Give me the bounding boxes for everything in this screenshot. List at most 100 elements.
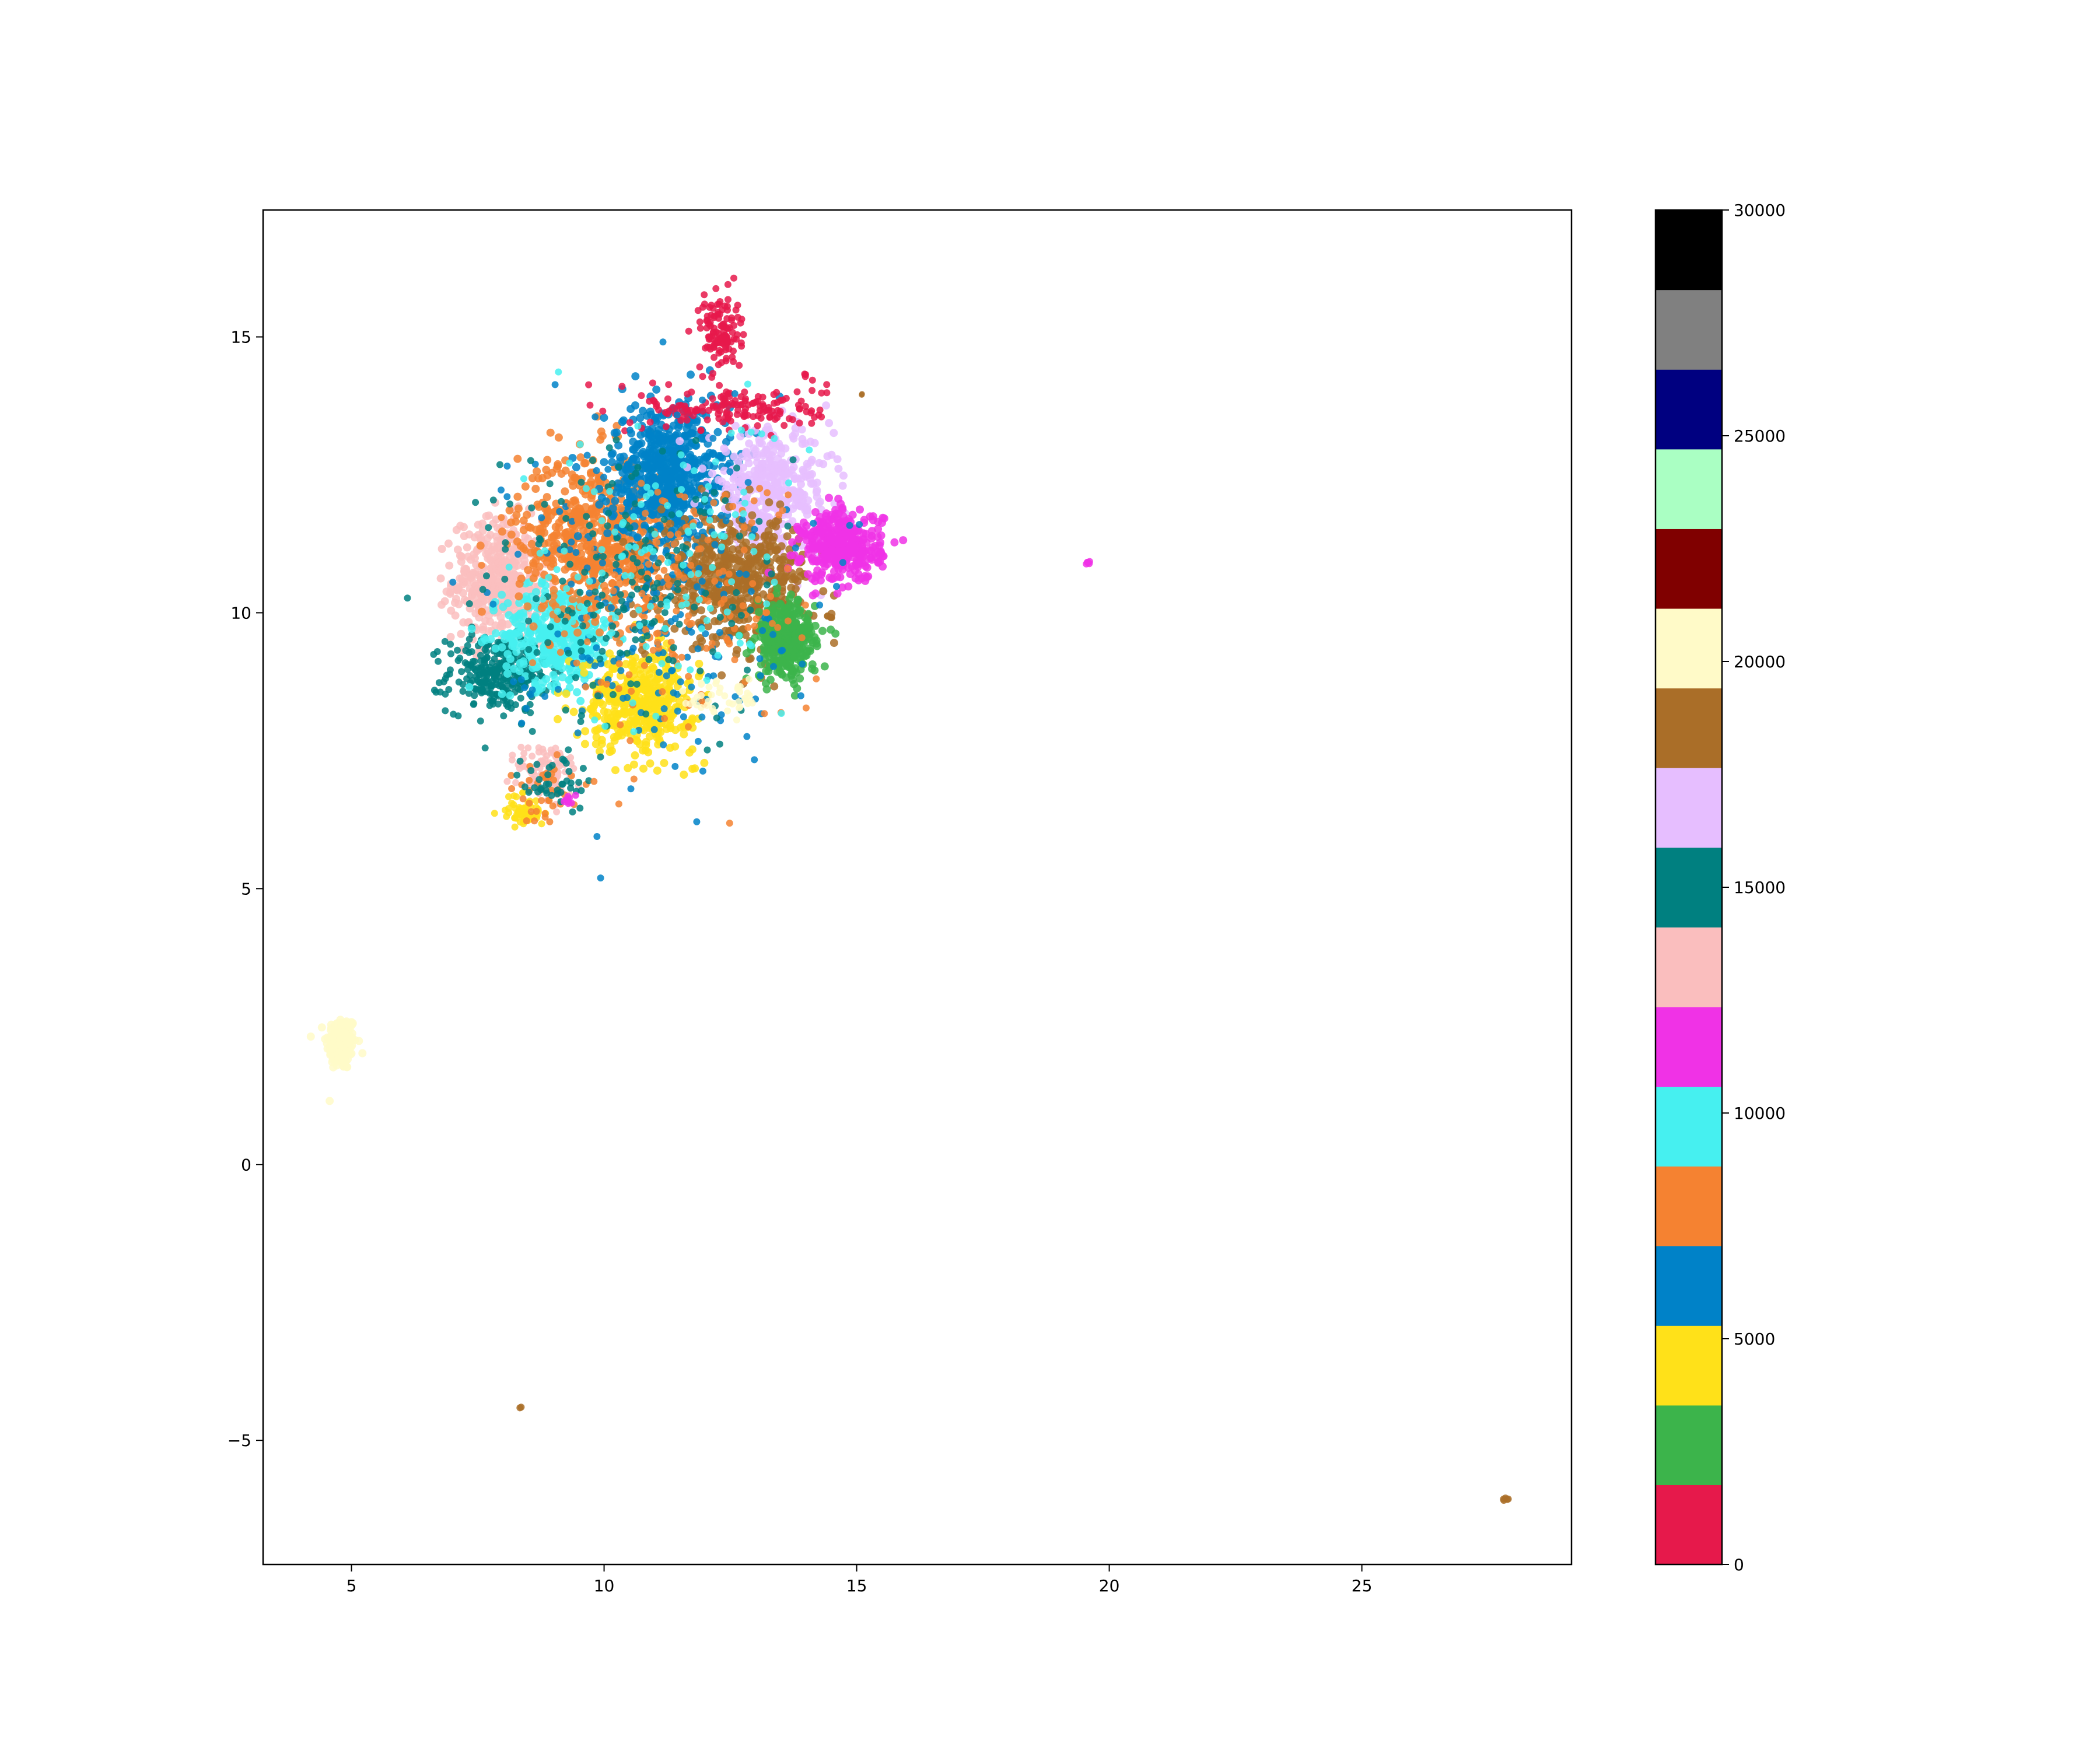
scatter-point <box>478 678 486 686</box>
scatter-point <box>597 494 606 502</box>
scatter-point <box>757 414 765 422</box>
scatter-point <box>762 446 771 454</box>
scatter-point <box>513 492 522 501</box>
scatter-point <box>863 564 872 572</box>
scatter-point <box>458 668 466 676</box>
scatter-point <box>573 628 582 637</box>
scatter-point <box>718 671 726 680</box>
scatter-point <box>765 498 774 507</box>
scatter-point <box>462 647 470 654</box>
scatter-point <box>512 510 521 519</box>
scatter-point <box>712 285 720 292</box>
scatter-point <box>636 414 645 422</box>
scatter-point <box>596 435 605 444</box>
scatter-point <box>790 680 799 688</box>
scatter-point <box>444 539 453 548</box>
scatter-point <box>641 686 650 695</box>
scatter-point <box>806 531 815 540</box>
scatter-point <box>454 600 463 608</box>
scatter-point <box>701 291 708 299</box>
scatter-point <box>688 745 696 754</box>
scatter-point <box>494 667 502 675</box>
scatter-point <box>541 612 550 621</box>
scatter-point <box>834 495 843 503</box>
scatter-point <box>622 660 631 668</box>
scatter-point <box>548 598 557 607</box>
scatter-point <box>829 547 838 555</box>
scatter-point <box>454 646 461 654</box>
scatter-point <box>791 629 800 638</box>
scatter-point <box>770 411 778 419</box>
scatter-point <box>358 1049 367 1058</box>
scatter-point <box>683 416 691 424</box>
scatter-point <box>538 524 547 533</box>
scatter-point <box>899 536 908 545</box>
scatter-point <box>697 426 705 434</box>
scatter-point <box>825 573 834 582</box>
scatter-point <box>865 546 874 555</box>
scatter-point <box>470 579 478 587</box>
scatter-point <box>463 543 471 552</box>
scatter-point <box>543 471 552 480</box>
scatter-point <box>498 690 506 698</box>
scatter-point <box>646 418 654 426</box>
scatter-point <box>596 628 604 637</box>
scatter-point <box>538 577 547 585</box>
scatter-point <box>649 379 656 387</box>
scatter-point <box>531 485 540 493</box>
scatter-point <box>820 662 829 671</box>
scatter-point <box>432 688 440 696</box>
scatter-point <box>710 354 718 361</box>
scatter-point <box>769 649 778 658</box>
scatter-point <box>484 578 493 586</box>
scatter-point <box>523 602 532 611</box>
scatter-point <box>779 555 787 564</box>
scatter-point <box>724 281 732 288</box>
scatter-point <box>485 553 494 562</box>
scatter-point <box>752 398 760 405</box>
scatter-point <box>728 400 736 407</box>
scatter-point <box>445 561 454 570</box>
scatter-point <box>508 756 516 764</box>
scatter-point <box>729 545 737 554</box>
scatter-point <box>631 372 640 381</box>
scatter-point <box>796 419 803 427</box>
scatter-point <box>728 316 736 324</box>
scatter-point <box>521 482 530 491</box>
scatter-point <box>446 632 455 641</box>
scatter-point <box>750 634 759 642</box>
scatter-point <box>856 551 864 559</box>
scatter-point <box>772 479 780 488</box>
scatter-point <box>791 429 800 438</box>
scatter-point <box>804 570 812 579</box>
scatter-point <box>705 461 713 470</box>
scatter-point <box>516 765 523 772</box>
scatter-point <box>830 429 838 438</box>
scatter-point <box>436 574 445 583</box>
scatter-point <box>724 296 732 303</box>
scatter-point <box>736 432 745 440</box>
scatter-point <box>862 538 871 547</box>
scatter-point <box>796 572 805 580</box>
scatter-point <box>629 438 638 446</box>
scatter-point <box>482 512 491 520</box>
scatter-point <box>470 701 477 708</box>
scatter-point <box>561 487 569 496</box>
scatter-point <box>772 546 780 555</box>
scatter-point <box>442 587 451 596</box>
scatter-point <box>528 727 536 735</box>
scatter-point <box>519 516 528 525</box>
scatter-point <box>306 1032 315 1041</box>
scatter-point <box>614 732 622 741</box>
scatter-point <box>585 381 593 388</box>
scatter-point <box>839 536 848 545</box>
scatter-point <box>794 494 803 503</box>
scatter-point <box>478 625 487 634</box>
scatter-point <box>326 1097 334 1105</box>
scatter-point <box>774 398 781 406</box>
scatter-point <box>666 724 675 733</box>
scatter-point <box>738 473 747 481</box>
scatter-point <box>531 526 540 534</box>
scatter-point <box>729 555 738 564</box>
scatter-point <box>568 595 577 604</box>
